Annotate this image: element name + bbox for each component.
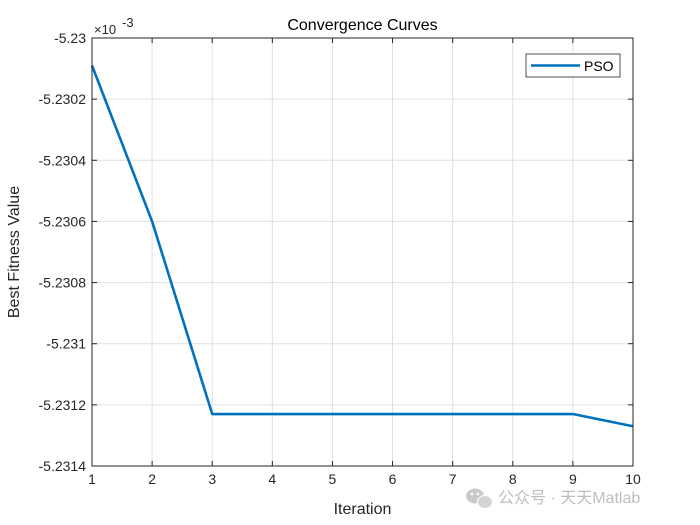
axes-box: [91, 37, 634, 467]
legend-label: PSO: [584, 58, 614, 74]
x-tick-label: 5: [329, 471, 337, 487]
x-tick-label: 4: [268, 471, 276, 487]
x-tick-label: 8: [509, 471, 517, 487]
y-tick-label: -5.23: [54, 30, 86, 46]
ticks: [91, 37, 634, 467]
y-tick-label: -5.231: [46, 336, 86, 352]
y-tick-label: -5.2312: [39, 397, 87, 413]
y-axis-title: Best Fitness Value: [6, 186, 23, 318]
chart-title: Convergence Curves: [287, 17, 437, 34]
y-exponent-power: -3: [122, 15, 134, 30]
wechat-icon: [466, 488, 493, 509]
series-layer: [90, 65, 634, 428]
y-tick-label: -5.2306: [39, 213, 87, 229]
x-tick-label: 6: [389, 471, 397, 487]
y-axis-exponent: ×10 -3: [94, 15, 134, 37]
y-tick-label: -5.2302: [39, 91, 87, 107]
plot-area: [92, 38, 633, 466]
x-axis-title: Iteration: [334, 501, 392, 518]
x-tick-label: 3: [208, 471, 216, 487]
watermark-text: 公众号 · 天天Matlab: [498, 489, 640, 507]
x-tick-label: 2: [148, 471, 156, 487]
x-tick-label: 7: [449, 471, 457, 487]
y-tick-label: -5.2308: [39, 275, 87, 291]
y-tick-label: -5.2304: [39, 152, 87, 168]
y-tick-label: -5.2314: [39, 458, 87, 474]
y-exponent-multiplier: ×10: [94, 22, 116, 37]
x-tick-label: 1: [88, 471, 96, 487]
legend: PSO: [525, 53, 621, 78]
series-line-pso: [90, 65, 634, 428]
tick-labels: 1 2 3 4 5 6 7 8 9 10 -5.23 -5.2302 -5.2304 -5.2306 -5.…: [39, 30, 641, 487]
x-tick-label: 10: [625, 471, 641, 487]
x-tick-label: 9: [569, 471, 577, 487]
watermark: 公众号 · 天天Matlab: [466, 488, 640, 509]
